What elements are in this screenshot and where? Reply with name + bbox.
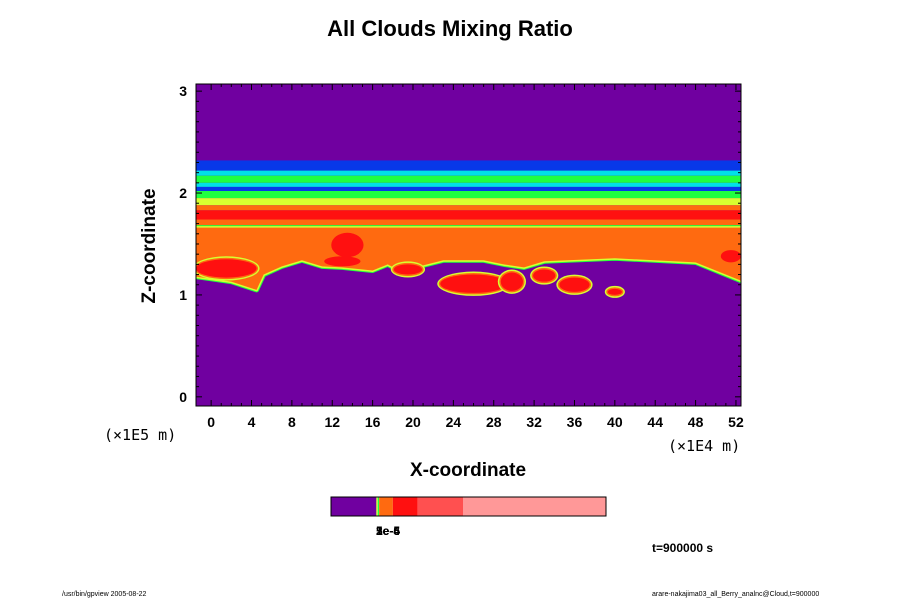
cloud-cell [720, 250, 741, 263]
cloud-cell [607, 288, 622, 295]
x-axis-label: X-coordinate [409, 460, 527, 481]
y-tick-label: 0 [179, 389, 187, 405]
colorbar-frame [330, 496, 607, 517]
colorbar-segment [331, 497, 377, 516]
time-label: t=900000 s [652, 541, 714, 555]
cloud-cell [196, 259, 257, 278]
y-tick-label: 3 [179, 83, 187, 99]
cloud-cell [533, 269, 556, 282]
colorbar-segment [463, 497, 606, 516]
x-tick-label: 36 [567, 414, 583, 430]
y-axis-label: Z-coordinate [139, 188, 160, 304]
x-tick-label: 40 [607, 414, 623, 430]
colorbar-segment [417, 497, 463, 516]
contour-band [196, 160, 741, 171]
x-tick-label: 28 [486, 414, 502, 430]
colorbar-segment [377, 497, 380, 516]
colorbar-segment [376, 497, 378, 516]
cloud-cell [324, 256, 361, 267]
x-tick-label: 16 [365, 414, 381, 430]
cloud-cell [559, 277, 590, 292]
x-tick-label: 32 [526, 414, 542, 430]
x-tick-label: 24 [446, 414, 462, 430]
x-tick-label: 4 [248, 414, 256, 430]
contour-band [196, 182, 741, 187]
x-tick-label: 12 [324, 414, 340, 430]
plot-frame [195, 83, 742, 407]
colorbar-segment [379, 497, 393, 516]
footer-right: arare-nakajima03_all_Berry_analnc@Cloud,… [652, 591, 820, 598]
colorbar-label: 5e-5 [376, 524, 400, 538]
x-tick-label: 52 [728, 414, 744, 430]
contour-band [196, 190, 741, 199]
x-tick-label: 48 [688, 414, 704, 430]
contour-band [196, 175, 741, 183]
x-axis-scale: (×1E4 m) [668, 437, 741, 455]
y-tick-label: 2 [179, 185, 187, 201]
colorbar-segment [392, 497, 418, 516]
footer-left: /usr/bin/gpview 2005-08-22 [62, 591, 147, 598]
contour-band [196, 210, 741, 220]
y-tick-label: 1 [179, 287, 187, 303]
plot-area [196, 84, 741, 406]
chart-title: All Clouds Mixing Ratio [327, 16, 573, 41]
cloud-cell [331, 232, 364, 258]
contour-band [196, 219, 741, 228]
contour-band [196, 205, 741, 211]
colorbar-label: 2e-4 [376, 524, 400, 538]
cloud-cell [393, 264, 423, 275]
y-axis-scale: (×1E5 m) [104, 426, 177, 444]
contour-band [196, 198, 741, 206]
x-tick-label: 8 [288, 414, 296, 430]
x-tick-label: 0 [207, 414, 215, 430]
cloud-cell [440, 274, 507, 293]
contour-band [196, 186, 741, 191]
colorbar-label: 1e-6 [376, 524, 400, 538]
x-tick-label: 20 [405, 414, 421, 430]
contour-band [196, 170, 741, 176]
x-tick-label: 44 [647, 414, 663, 430]
cloud-cell [500, 272, 523, 291]
